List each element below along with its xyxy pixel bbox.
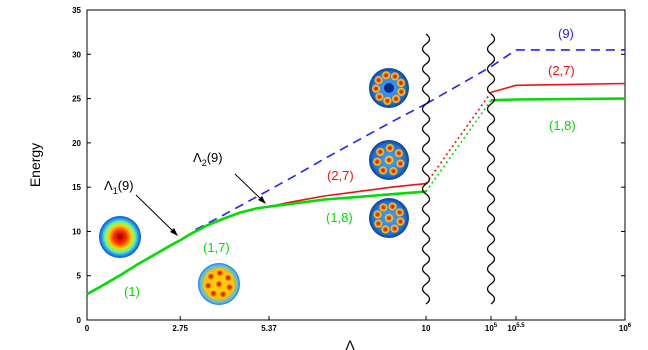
label-series-1-8-low: (1,8) bbox=[326, 210, 353, 225]
y-tick-label: 0 bbox=[77, 316, 82, 325]
y-tick-label: 25 bbox=[72, 95, 81, 104]
y-tick-label: 15 bbox=[72, 183, 81, 192]
lambda2-annotation: Λ2(9) bbox=[193, 150, 223, 168]
density-spot bbox=[378, 202, 388, 212]
y-tick-label: 5 bbox=[77, 272, 82, 281]
density-spot bbox=[373, 219, 383, 229]
series-bridge bbox=[425, 91, 492, 185]
lambda2-arrow bbox=[234, 173, 266, 204]
y-tick-label: 30 bbox=[72, 50, 81, 59]
density-spot bbox=[396, 87, 406, 97]
dark-core bbox=[384, 83, 394, 93]
series-line bbox=[490, 82, 626, 94]
label-series-1: (1) bbox=[124, 284, 140, 299]
density-spot bbox=[394, 148, 404, 158]
density-spot bbox=[384, 155, 394, 165]
density-spot bbox=[224, 282, 235, 293]
x-tick-label: 0 bbox=[85, 324, 90, 333]
x-tick-label: 10 bbox=[422, 324, 431, 333]
density-spot bbox=[396, 78, 406, 88]
series-line bbox=[268, 182, 427, 208]
y-tick-label: 35 bbox=[72, 6, 81, 15]
plot-frame bbox=[86, 9, 626, 321]
ring-two-seven-icon bbox=[369, 140, 409, 180]
density-spot bbox=[395, 217, 405, 227]
density-spot bbox=[385, 143, 395, 153]
single-vortex-icon bbox=[99, 216, 141, 258]
density-spot bbox=[375, 147, 385, 157]
density-spot bbox=[391, 94, 401, 104]
lambda1-annotation: Λ1(9) bbox=[104, 178, 134, 196]
density-spot bbox=[208, 288, 219, 299]
density-spot bbox=[205, 271, 216, 282]
density-spot bbox=[214, 268, 225, 279]
series-layer bbox=[86, 49, 626, 296]
y-tick-label: 10 bbox=[72, 227, 81, 236]
x-tick-label: 105.5 bbox=[507, 323, 525, 333]
label-series-2-7-low: (2,7) bbox=[327, 168, 354, 183]
density-spot bbox=[380, 224, 390, 234]
ring-seven-icon bbox=[198, 263, 240, 305]
density-spot bbox=[382, 96, 392, 106]
series-line bbox=[490, 97, 626, 102]
tick-marks bbox=[86, 9, 626, 321]
series-bridge bbox=[425, 66, 492, 105]
density-spot bbox=[395, 159, 405, 169]
label-series-1-8-high: (1,8) bbox=[549, 118, 576, 133]
x-axis-title: Λ bbox=[345, 337, 355, 350]
density-spot bbox=[388, 202, 398, 212]
density-spot bbox=[373, 209, 383, 219]
density-spot bbox=[203, 280, 214, 291]
density-spot bbox=[374, 92, 384, 102]
y-tick-label: 20 bbox=[72, 139, 81, 148]
axis-break-right bbox=[486, 33, 496, 305]
x-tick-label: 105 bbox=[485, 323, 498, 333]
x-tick-label: 5.37 bbox=[261, 324, 277, 333]
lambda1-arrow bbox=[135, 194, 178, 236]
series-line bbox=[490, 49, 625, 68]
density-spot bbox=[223, 272, 234, 283]
axis-break-left bbox=[421, 33, 431, 305]
series-line bbox=[268, 190, 427, 208]
label-series-9-high: (9) bbox=[558, 26, 574, 41]
density-spot bbox=[395, 207, 405, 217]
density-spot bbox=[378, 165, 388, 175]
density-spot bbox=[381, 70, 391, 80]
density-spot bbox=[372, 157, 382, 167]
series-bridge bbox=[425, 99, 492, 193]
series-line bbox=[86, 205, 270, 296]
series-line bbox=[195, 103, 427, 231]
density-spot bbox=[218, 289, 229, 300]
density-spot bbox=[214, 279, 224, 289]
density-spot bbox=[388, 166, 398, 176]
ring-one-eight-icon bbox=[369, 198, 409, 238]
density-spot bbox=[390, 224, 400, 234]
ring-nine-icon bbox=[369, 68, 409, 108]
density-spot bbox=[384, 213, 394, 223]
density-spot bbox=[374, 75, 384, 85]
x-tick-label: 106 bbox=[619, 323, 632, 333]
density-spot bbox=[390, 71, 400, 81]
label-series-2-7-high: (2,7) bbox=[548, 63, 575, 78]
y-axis-title: Energy bbox=[27, 143, 43, 187]
density-spot bbox=[371, 84, 381, 94]
tick-labels: 0 5 10 15 20 25 30 35 0 2.75 5.37 10 105 105.5 106 bbox=[72, 6, 632, 333]
label-series-1-7: (1,7) bbox=[203, 240, 230, 255]
x-tick-label: 2.75 bbox=[172, 324, 188, 333]
